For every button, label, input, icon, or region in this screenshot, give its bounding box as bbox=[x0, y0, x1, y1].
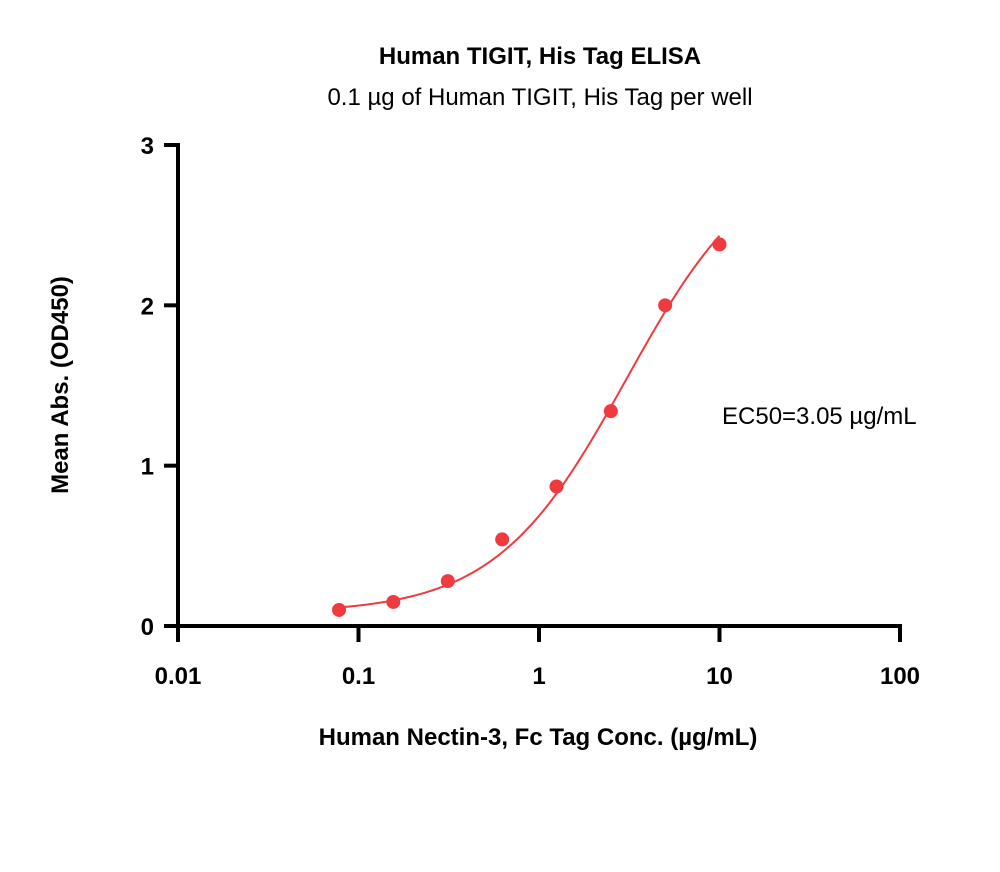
x-tick-label: 0.1 bbox=[342, 663, 375, 690]
data-point bbox=[332, 602, 347, 617]
data-point bbox=[549, 479, 564, 494]
x-axis-label: Human Nectin-3, Fc Tag Conc. (µg/mL) bbox=[319, 724, 758, 751]
y-axis-label: Mean Abs. (OD450) bbox=[47, 276, 74, 494]
y-tick-label: 2 bbox=[141, 293, 154, 320]
x-tick-label: 10 bbox=[706, 663, 733, 690]
x-tick-label: 0.01 bbox=[155, 663, 202, 690]
chart-subtitle: 0.1 µg of Human TIGIT, His Tag per well bbox=[327, 84, 752, 111]
data-points bbox=[332, 237, 727, 617]
y-tick-label: 0 bbox=[141, 614, 154, 641]
y-ticks: 0 1 2 3 bbox=[141, 133, 178, 641]
x-ticks: 0.01 0.1 1 10 100 bbox=[155, 626, 920, 690]
data-point bbox=[386, 594, 401, 609]
y-tick-label: 3 bbox=[141, 133, 154, 160]
ec50-annotation: EC50=3.05 µg/mL bbox=[722, 403, 917, 430]
fit-curve bbox=[338, 235, 721, 609]
y-tick-label: 1 bbox=[141, 454, 154, 481]
data-point bbox=[495, 532, 510, 547]
data-point bbox=[658, 298, 673, 313]
x-tick-label: 1 bbox=[532, 663, 545, 690]
data-point bbox=[603, 404, 618, 419]
chart-title: Human TIGIT, His Tag ELISA bbox=[379, 43, 701, 70]
data-point bbox=[712, 237, 727, 252]
x-tick-label: 100 bbox=[880, 663, 920, 690]
data-point bbox=[440, 574, 455, 589]
